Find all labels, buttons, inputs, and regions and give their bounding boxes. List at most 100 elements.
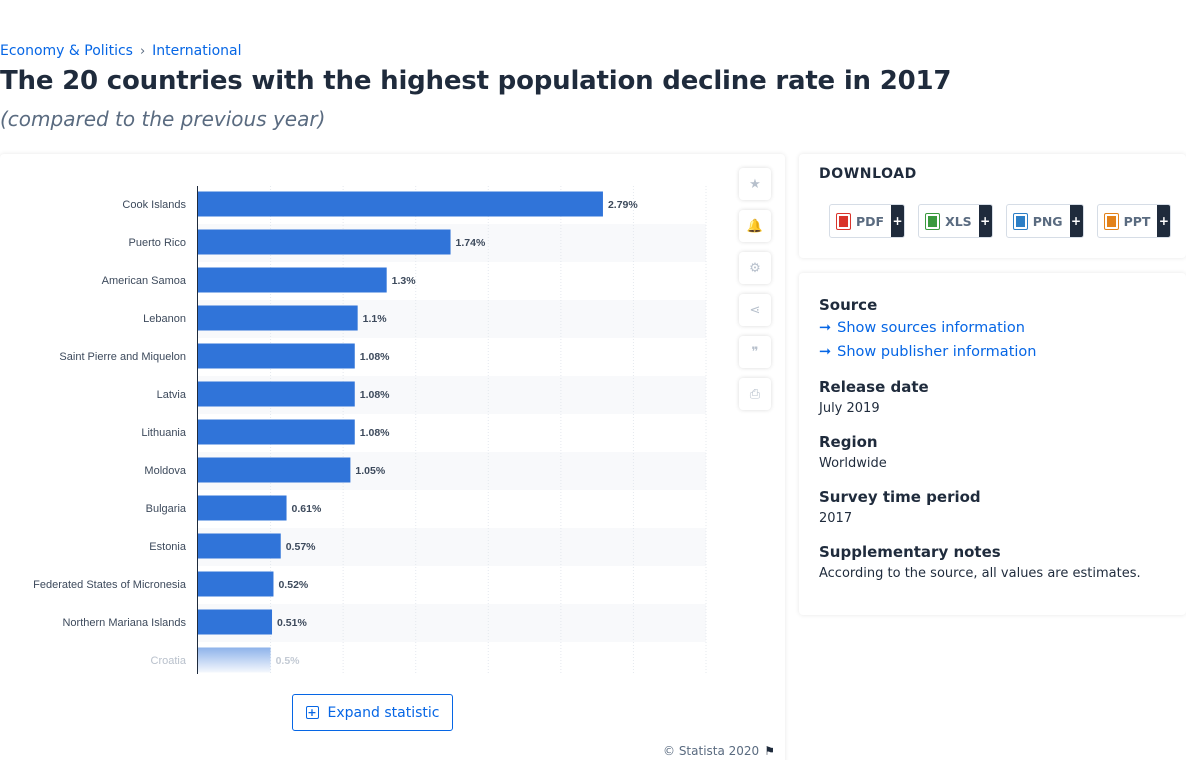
data-label: 1.05% bbox=[355, 465, 385, 477]
data-label: 1.08% bbox=[360, 427, 390, 439]
statistic-details-card: Source ➞ Show sources information ➞ Show p… bbox=[799, 273, 1186, 615]
favorite-star-icon: ★ bbox=[749, 176, 761, 192]
bar[interactable] bbox=[198, 419, 355, 445]
category-label: Puerto Rico bbox=[129, 237, 186, 249]
download-ppt-label: PPT bbox=[1123, 213, 1151, 229]
bar[interactable] bbox=[198, 571, 274, 597]
category-label: Lebanon bbox=[143, 313, 186, 325]
download-xls-button[interactable]: XLS + bbox=[918, 204, 993, 238]
category-label: Saint Pierre and Miquelon bbox=[59, 351, 186, 363]
citation-quote-button[interactable]: ❞ bbox=[739, 336, 771, 368]
download-xls-label: XLS bbox=[945, 213, 972, 229]
xls-file-icon bbox=[926, 213, 940, 229]
data-label: 0.51% bbox=[277, 617, 307, 629]
download-xls-options-button[interactable]: + bbox=[978, 205, 992, 237]
region-value: Worldwide bbox=[819, 456, 887, 471]
region-label: Region bbox=[819, 433, 878, 451]
category-label: Lithuania bbox=[141, 427, 187, 439]
bar[interactable] bbox=[198, 267, 387, 293]
copyright-notice: © Statista 2020 ⚑ bbox=[663, 744, 775, 758]
download-pdf-button[interactable]: PDF + bbox=[829, 204, 906, 238]
data-label: 1.74% bbox=[456, 237, 486, 249]
download-heading: DOWNLOAD bbox=[819, 166, 917, 182]
notification-bell-button[interactable]: 🔔 bbox=[739, 210, 771, 242]
download-pdf-label: PDF bbox=[856, 213, 885, 229]
row-band bbox=[198, 528, 706, 566]
print-button[interactable]: ⎙ bbox=[739, 378, 771, 410]
survey-period-value: 2017 bbox=[819, 511, 853, 526]
survey-period-label: Survey time period bbox=[819, 488, 981, 506]
category-label: Croatia bbox=[151, 655, 187, 667]
share-button[interactable]: ⋖ bbox=[739, 294, 771, 326]
download-png-options-button[interactable]: + bbox=[1069, 205, 1083, 237]
chart-tools: ★ 🔔 ⚙ ⋖ ❞ ⎙ bbox=[739, 168, 771, 420]
data-label: 1.1% bbox=[363, 313, 388, 325]
notification-bell-icon: 🔔 bbox=[746, 218, 764, 234]
category-label: Estonia bbox=[149, 541, 187, 553]
bar[interactable] bbox=[198, 305, 358, 331]
png-file-icon bbox=[1013, 213, 1027, 229]
release-date-value: July 2019 bbox=[819, 401, 880, 416]
category-label: American Samoa bbox=[102, 275, 187, 287]
expand-statistic-label: Expand statistic bbox=[327, 704, 440, 721]
settings-gear-button[interactable]: ⚙ bbox=[739, 252, 771, 284]
download-ppt-main[interactable]: PPT bbox=[1098, 205, 1158, 237]
expand-statistic-button[interactable]: + Expand statistic bbox=[292, 694, 453, 731]
row-band bbox=[198, 604, 706, 642]
download-pdf-options-button[interactable]: + bbox=[891, 205, 905, 237]
download-png-label: PNG bbox=[1032, 213, 1063, 229]
data-label: 0.57% bbox=[286, 541, 316, 553]
bar[interactable] bbox=[198, 191, 603, 217]
bar[interactable] bbox=[198, 533, 281, 559]
page-subtitle: (compared to the previous year) bbox=[0, 107, 326, 131]
bar[interactable] bbox=[198, 609, 273, 635]
data-label: 0.52% bbox=[278, 579, 308, 591]
supplementary-notes-value: According to the source, all values are … bbox=[819, 566, 1141, 581]
category-label: Bulgaria bbox=[146, 503, 187, 515]
data-label: 1.08% bbox=[360, 351, 390, 363]
settings-gear-icon: ⚙ bbox=[749, 260, 761, 276]
download-pdf-main[interactable]: PDF bbox=[830, 205, 891, 237]
bar-chart: Cook Islands 2.79% Puerto Rico 1.74% America… bbox=[33, 186, 707, 674]
data-label: 1.3% bbox=[392, 275, 417, 287]
source-label: Source bbox=[819, 296, 878, 314]
breadcrumb-economy-politics[interactable]: Economy & Politics bbox=[0, 43, 133, 59]
category-label: Northern Mariana Islands bbox=[62, 617, 186, 629]
bar[interactable] bbox=[198, 229, 451, 255]
bar[interactable] bbox=[198, 343, 355, 369]
supplementary-notes-label: Supplementary notes bbox=[819, 543, 1001, 561]
favorite-star-button[interactable]: ★ bbox=[739, 168, 771, 200]
chart-card: Cook Islands 2.79% Puerto Rico 1.74% America… bbox=[0, 154, 785, 760]
download-png-main[interactable]: PNG bbox=[1007, 205, 1070, 237]
data-label: 2.79% bbox=[608, 199, 638, 211]
download-ppt-options-button[interactable]: + bbox=[1157, 205, 1171, 237]
show-publisher-text: Show publisher information bbox=[837, 344, 1037, 360]
citation-quote-icon: ❞ bbox=[751, 344, 759, 360]
data-label: 0.61% bbox=[292, 503, 322, 515]
pdf-file-icon bbox=[837, 213, 850, 229]
breadcrumb-separator: › bbox=[139, 43, 146, 59]
show-sources-text: Show sources information bbox=[837, 320, 1025, 336]
share-icon: ⋖ bbox=[749, 302, 761, 318]
report-flag-icon[interactable]: ⚑ bbox=[764, 744, 775, 758]
arrow-right-icon: ➞ bbox=[819, 344, 832, 360]
breadcrumb: Economy & Politics › International bbox=[0, 43, 242, 59]
download-png-button[interactable]: PNG + bbox=[1005, 204, 1084, 238]
bar[interactable] bbox=[198, 381, 355, 407]
download-ppt-button[interactable]: PPT + bbox=[1096, 204, 1172, 238]
bar[interactable] bbox=[198, 647, 271, 673]
bar[interactable] bbox=[198, 495, 287, 521]
category-label: Moldova bbox=[144, 465, 186, 477]
show-sources-link[interactable]: ➞ Show sources information bbox=[819, 320, 1025, 336]
download-buttons: PDF + XLS + PNG + PPT + bbox=[829, 204, 1184, 238]
bar[interactable] bbox=[198, 457, 351, 483]
show-publisher-link[interactable]: ➞ Show publisher information bbox=[819, 344, 1036, 360]
category-label: Latvia bbox=[157, 389, 187, 401]
print-icon: ⎙ bbox=[749, 386, 761, 402]
breadcrumb-international[interactable]: International bbox=[152, 43, 242, 59]
download-xls-main[interactable]: XLS bbox=[919, 205, 979, 237]
download-card: DOWNLOAD PDF + XLS + PNG + PPT + bbox=[799, 154, 1186, 258]
release-date-label: Release date bbox=[819, 378, 929, 396]
data-label: 0.5% bbox=[276, 655, 301, 667]
copyright-text: © Statista 2020 bbox=[663, 744, 760, 758]
